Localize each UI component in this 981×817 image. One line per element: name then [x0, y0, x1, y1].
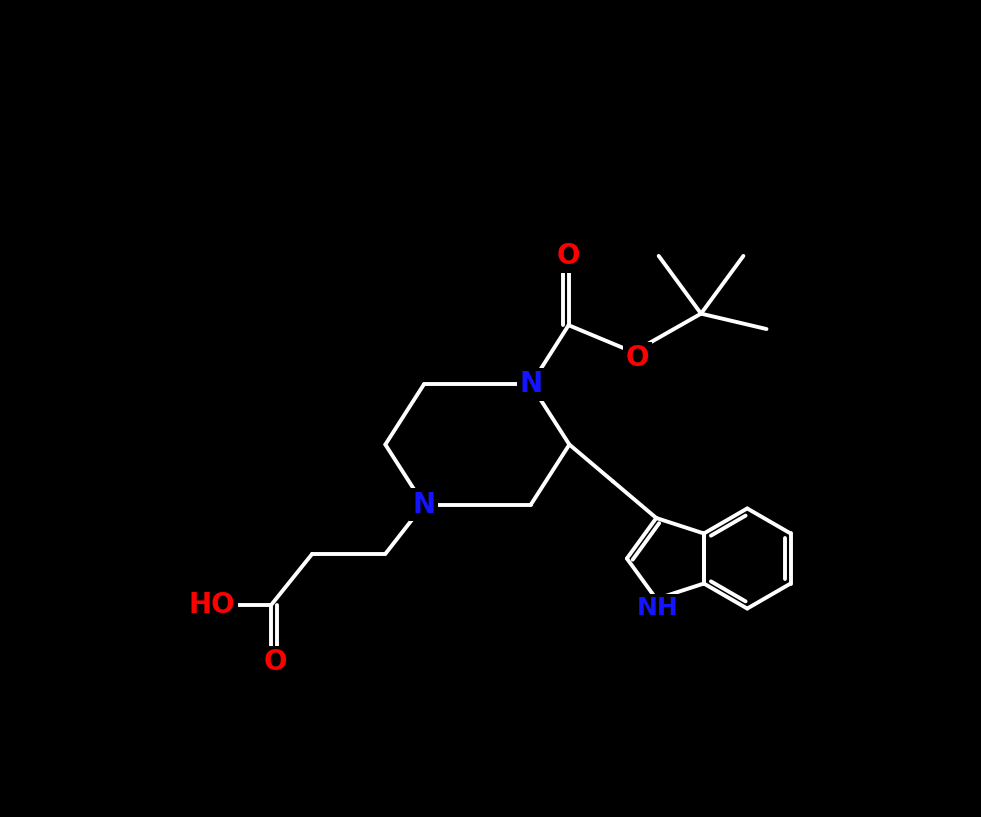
- Text: O: O: [625, 344, 648, 373]
- Text: HO: HO: [188, 591, 235, 618]
- Text: O: O: [264, 649, 287, 676]
- Text: NH: NH: [637, 596, 679, 620]
- Text: O: O: [557, 242, 581, 270]
- Text: N: N: [412, 490, 436, 519]
- Text: N: N: [519, 370, 542, 399]
